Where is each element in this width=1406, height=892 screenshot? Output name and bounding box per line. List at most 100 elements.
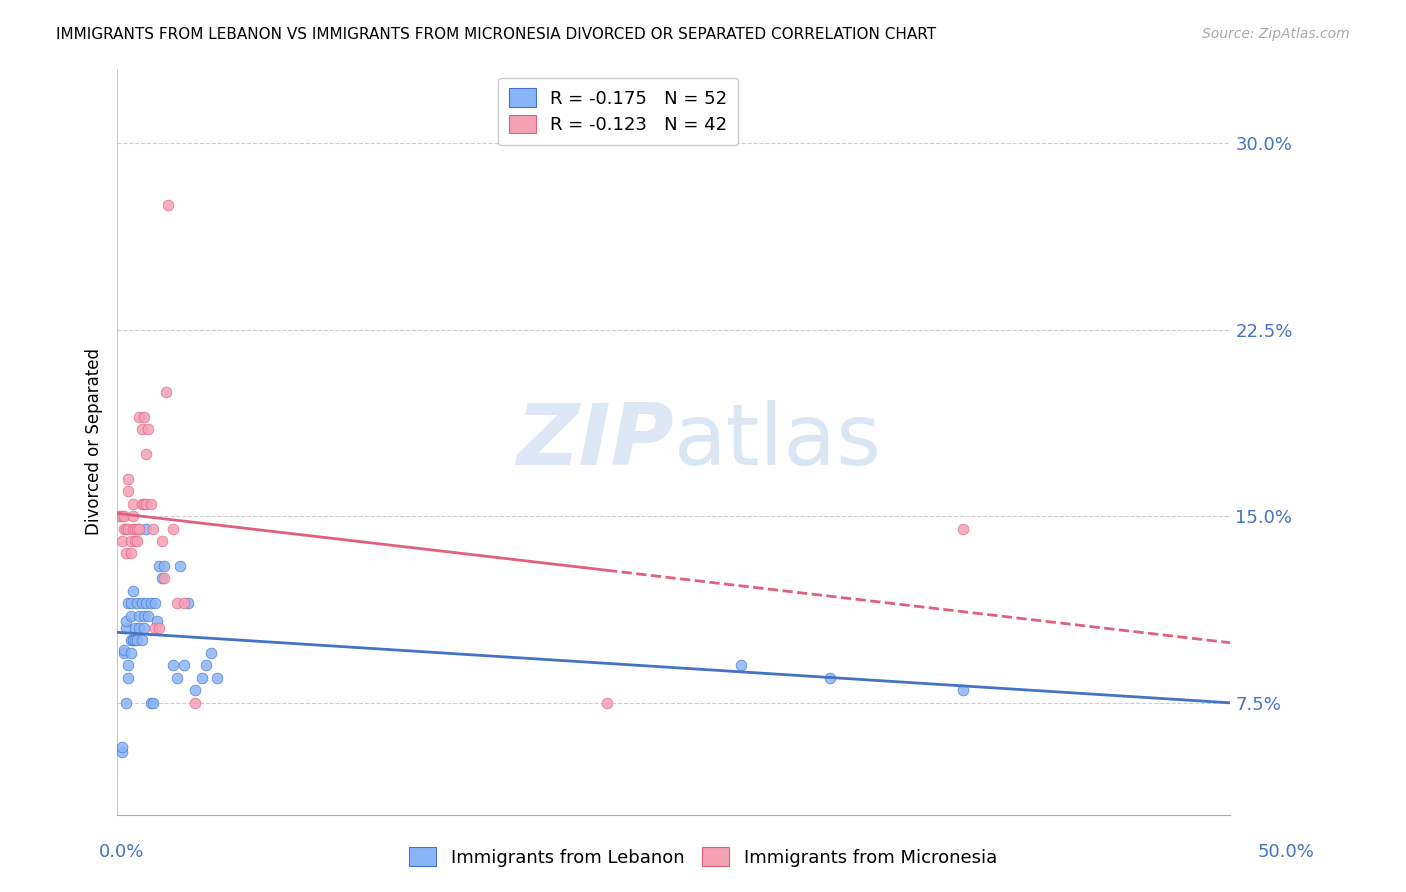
Point xyxy=(596,696,619,710)
Point xyxy=(108,509,131,524)
Y-axis label: Divorced or Separated: Divorced or Separated xyxy=(86,348,103,535)
Point xyxy=(111,534,134,549)
Point xyxy=(139,596,162,610)
Legend: R = -0.175   N = 52, R = -0.123   N = 42: R = -0.175 N = 52, R = -0.123 N = 42 xyxy=(498,78,738,145)
Point xyxy=(166,671,188,685)
Point xyxy=(120,546,142,560)
Point xyxy=(142,522,165,536)
Point xyxy=(173,658,195,673)
Point xyxy=(111,740,134,755)
Point xyxy=(127,633,149,648)
Point xyxy=(124,534,146,549)
Point xyxy=(112,509,135,524)
Point xyxy=(191,671,214,685)
Point xyxy=(124,621,146,635)
Point xyxy=(128,608,150,623)
Text: 0.0%: 0.0% xyxy=(98,843,143,861)
Point xyxy=(184,696,207,710)
Point xyxy=(132,621,155,635)
Text: IMMIGRANTS FROM LEBANON VS IMMIGRANTS FROM MICRONESIA DIVORCED OR SEPARATED CORR: IMMIGRANTS FROM LEBANON VS IMMIGRANTS FR… xyxy=(56,27,936,42)
Point xyxy=(112,643,135,657)
Point xyxy=(150,571,173,585)
Point xyxy=(952,522,974,536)
Point xyxy=(117,596,139,610)
Point xyxy=(142,696,165,710)
Point xyxy=(121,497,143,511)
Point xyxy=(148,558,170,573)
Point xyxy=(177,596,200,610)
Point xyxy=(173,596,195,610)
Point xyxy=(162,522,184,536)
Point xyxy=(131,596,153,610)
Point xyxy=(121,522,143,536)
Point xyxy=(150,534,173,549)
Point xyxy=(120,534,142,549)
Point xyxy=(115,522,138,536)
Point xyxy=(111,509,134,524)
Point xyxy=(117,522,139,536)
Point xyxy=(127,596,149,610)
Point xyxy=(132,608,155,623)
Point xyxy=(818,671,841,685)
Point xyxy=(148,621,170,635)
Point xyxy=(135,497,157,511)
Point xyxy=(128,522,150,536)
Text: 50.0%: 50.0% xyxy=(1258,843,1315,861)
Point xyxy=(157,198,180,212)
Point xyxy=(132,409,155,424)
Point xyxy=(128,409,150,424)
Point xyxy=(115,614,138,628)
Point xyxy=(131,497,153,511)
Point xyxy=(730,658,752,673)
Point xyxy=(153,558,176,573)
Point xyxy=(128,522,150,536)
Point xyxy=(139,497,162,511)
Point xyxy=(120,633,142,648)
Point xyxy=(117,671,139,685)
Point xyxy=(131,422,153,436)
Point xyxy=(121,633,143,648)
Point xyxy=(120,596,142,610)
Point xyxy=(127,522,149,536)
Point xyxy=(112,522,135,536)
Point xyxy=(128,621,150,635)
Point xyxy=(184,683,207,698)
Point xyxy=(132,497,155,511)
Point xyxy=(139,696,162,710)
Point xyxy=(120,646,142,660)
Point xyxy=(117,484,139,499)
Point xyxy=(166,596,188,610)
Point xyxy=(111,745,134,759)
Point xyxy=(143,621,166,635)
Point xyxy=(155,384,177,399)
Point xyxy=(135,447,157,461)
Point xyxy=(207,671,229,685)
Point xyxy=(138,422,160,436)
Point xyxy=(120,608,142,623)
Text: Source: ZipAtlas.com: Source: ZipAtlas.com xyxy=(1202,27,1350,41)
Point xyxy=(115,621,138,635)
Point xyxy=(127,534,149,549)
Point xyxy=(195,658,218,673)
Point xyxy=(121,509,143,524)
Point xyxy=(200,646,222,660)
Point xyxy=(131,633,153,648)
Point xyxy=(112,646,135,660)
Point xyxy=(115,546,138,560)
Point xyxy=(121,633,143,648)
Point xyxy=(117,658,139,673)
Point xyxy=(952,683,974,698)
Point xyxy=(153,571,176,585)
Point xyxy=(135,596,157,610)
Point xyxy=(162,658,184,673)
Point xyxy=(146,614,169,628)
Point xyxy=(121,583,143,598)
Point xyxy=(124,633,146,648)
Point xyxy=(169,558,191,573)
Text: atlas: atlas xyxy=(673,400,882,483)
Text: ZIP: ZIP xyxy=(516,400,673,483)
Point xyxy=(135,522,157,536)
Point xyxy=(138,608,160,623)
Point xyxy=(124,522,146,536)
Point xyxy=(143,596,166,610)
